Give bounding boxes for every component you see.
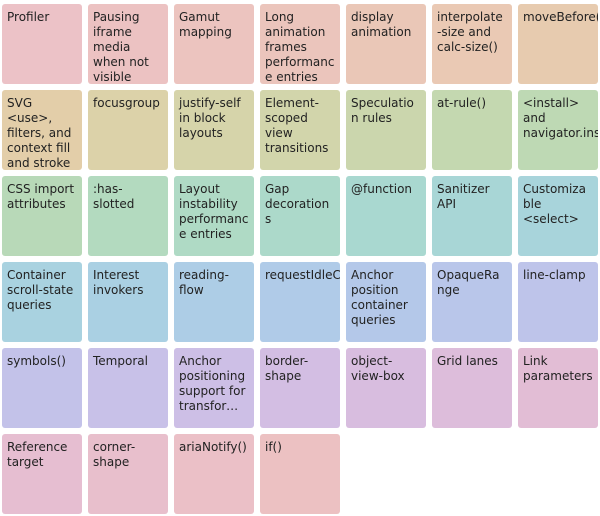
feature-label: Customizable <select> [523, 182, 586, 226]
feature-tile-grid-lanes[interactable]: Grid lanes [432, 348, 512, 428]
feature-tile-arianotify[interactable]: ariaNotify() [174, 434, 254, 514]
feature-tile-display-animation[interactable]: display animation [346, 4, 426, 84]
feature-tile-line-clamp[interactable]: line-clamp [518, 262, 598, 342]
feature-label: Pausing iframe media when not visible [93, 10, 149, 84]
feature-label: :has-slotted [93, 182, 135, 211]
feature-label: Anchor positioning support for transform… [179, 354, 248, 413]
feature-label: if() [265, 440, 282, 454]
feature-label: Interest invokers [93, 268, 144, 297]
feature-label: display animation [351, 10, 412, 39]
feature-label: Sanitizer API [437, 182, 490, 211]
feature-tile-opaquerange[interactable]: OpaqueRange [432, 262, 512, 342]
feature-label: reading-flow [179, 268, 229, 297]
feature-tile-anchor-positioning-transforms[interactable]: Anchor positioning support for transform… [174, 348, 254, 428]
feature-label: Profiler [7, 10, 50, 24]
feature-tile-border-shape[interactable]: border-shape [260, 348, 340, 428]
feature-tile-if[interactable]: if() [260, 434, 340, 514]
feature-label: <install> and navigator.install [523, 96, 598, 140]
feature-tile-at-function[interactable]: @function [346, 176, 426, 256]
feature-tile-link-parameters[interactable]: Link parameters [518, 348, 598, 428]
feature-tile-css-import-attributes[interactable]: CSS import attributes [2, 176, 82, 256]
feature-label: Long animation frames performance entrie… [265, 10, 335, 84]
feature-label: @function [351, 182, 413, 196]
feature-tile-svg-use-filters[interactable]: SVG <use>, filters, and context fill and… [2, 90, 82, 170]
feature-tile-speculation-rules[interactable]: Speculation rules [346, 90, 426, 170]
feature-label: justify-self in block layouts [179, 96, 241, 140]
feature-label: Grid lanes [437, 354, 498, 368]
feature-label: Speculation rules [351, 96, 414, 125]
feature-label: interpolate-size and calc-size() [437, 10, 503, 54]
feature-tile-sanitizer-api[interactable]: Sanitizer API [432, 176, 512, 256]
feature-tile-profiler[interactable]: Profiler [2, 4, 82, 84]
feature-tile-gamut-mapping[interactable]: Gamut mapping [174, 4, 254, 84]
feature-tile-long-animation-frames[interactable]: Long animation frames performance entrie… [260, 4, 340, 84]
feature-label: object-view-box [351, 354, 405, 383]
feature-label: Element-scoped view transitions [265, 96, 329, 155]
feature-label: Anchor position container queries [351, 268, 408, 327]
feature-label: requestIdleCallback [265, 268, 340, 282]
feature-label: corner-shape [93, 440, 136, 469]
feature-label: Link parameters [523, 354, 593, 383]
feature-tile-reference-target[interactable]: Reference target [2, 434, 82, 514]
feature-tile-movebefore[interactable]: moveBefore() [518, 4, 598, 84]
feature-label: focusgroup [93, 96, 160, 110]
feature-tile-install-element[interactable]: <install> and navigator.install [518, 90, 598, 170]
feature-label: border-shape [265, 354, 309, 383]
feature-label: SVG <use>, filters, and context fill and… [7, 96, 72, 170]
feature-label: line-clamp [523, 268, 586, 282]
feature-label: Gap decorations [265, 182, 330, 226]
feature-tile-anchor-position-container-queries[interactable]: Anchor position container queries [346, 262, 426, 342]
feature-tile-symbols[interactable]: symbols() [2, 348, 82, 428]
feature-label: Gamut mapping [179, 10, 232, 39]
feature-label: CSS import attributes [7, 182, 75, 211]
feature-tile-justify-self-block[interactable]: justify-self in block layouts [174, 90, 254, 170]
feature-tile-container-scroll-state[interactable]: Container scroll-state queries [2, 262, 82, 342]
feature-tile-layout-instability[interactable]: Layout instability performance entries [174, 176, 254, 256]
feature-label: Layout instability performance entries [179, 182, 249, 241]
feature-tile-corner-shape[interactable]: corner-shape [88, 434, 168, 514]
feature-tile-interpolate-size[interactable]: interpolate-size and calc-size() [432, 4, 512, 84]
feature-tile-interest-invokers[interactable]: Interest invokers [88, 262, 168, 342]
feature-label: at-rule() [437, 96, 487, 110]
feature-grid: Profiler Pausing iframe media when not v… [2, 4, 598, 514]
feature-tile-customizable-select[interactable]: Customizable <select> [518, 176, 598, 256]
feature-tile-pausing-iframe-media[interactable]: Pausing iframe media when not visible [88, 4, 168, 84]
feature-label: symbols() [7, 354, 66, 368]
feature-tile-gap-decorations[interactable]: Gap decorations [260, 176, 340, 256]
feature-tile-reading-flow[interactable]: reading-flow [174, 262, 254, 342]
feature-label: ariaNotify() [179, 440, 247, 454]
feature-tile-element-scoped-view-transitions[interactable]: Element-scoped view transitions [260, 90, 340, 170]
feature-label: Container scroll-state queries [7, 268, 74, 312]
feature-label: moveBefore() [523, 10, 598, 24]
feature-tile-object-view-box[interactable]: object-view-box [346, 348, 426, 428]
feature-tile-temporal[interactable]: Temporal [88, 348, 168, 428]
feature-label: Reference target [7, 440, 68, 469]
feature-label: OpaqueRange [437, 268, 500, 297]
feature-tile-at-rule[interactable]: at-rule() [432, 90, 512, 170]
feature-tile-has-slotted[interactable]: :has-slotted [88, 176, 168, 256]
feature-tile-requestidlecallback[interactable]: requestIdleCallback [260, 262, 340, 342]
feature-tile-focusgroup[interactable]: focusgroup [88, 90, 168, 170]
feature-label: Temporal [93, 354, 148, 368]
